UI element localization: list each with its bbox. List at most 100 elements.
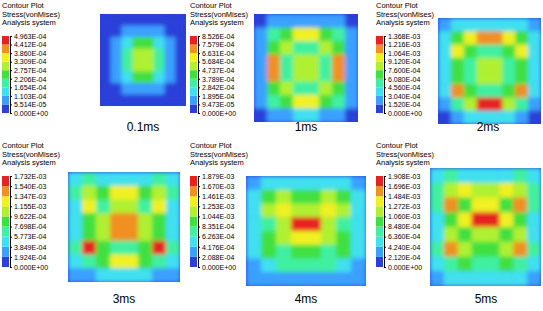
tick-label: 3.849E-04	[14, 244, 46, 251]
cell	[430, 183, 444, 198]
cell	[458, 257, 472, 272]
cell	[490, 58, 503, 72]
tick-mark	[10, 227, 12, 228]
cell	[175, 95, 186, 107]
cell	[246, 190, 262, 204]
axis-line	[11, 177, 13, 268]
tick: 8.526E-04	[198, 33, 234, 40]
cell	[175, 37, 186, 49]
cell	[332, 14, 346, 28]
cell	[513, 227, 527, 242]
cell	[291, 245, 307, 259]
color-band	[376, 227, 383, 237]
cell	[261, 204, 277, 218]
cell	[336, 272, 352, 286]
cell	[132, 72, 143, 84]
tick-mark	[384, 45, 386, 46]
cell	[166, 172, 180, 186]
color-band	[2, 206, 9, 216]
color-band	[190, 237, 197, 247]
cell	[276, 190, 292, 204]
tick: 9.622E-04	[10, 213, 46, 220]
cell	[486, 227, 500, 242]
cell	[321, 245, 337, 259]
caption: 3ms	[113, 292, 136, 306]
cell	[332, 55, 346, 69]
color-band	[190, 36, 197, 45]
cell	[515, 111, 528, 124]
tick: 3.860E-04	[10, 50, 46, 57]
cell	[306, 41, 320, 55]
cell	[332, 68, 346, 82]
cell	[458, 227, 472, 242]
cell	[464, 31, 477, 45]
cell	[154, 83, 165, 95]
cell	[110, 213, 125, 227]
cell	[486, 257, 500, 272]
cell	[280, 68, 294, 82]
color-band	[2, 227, 9, 237]
cell	[175, 14, 186, 26]
cell	[154, 14, 165, 26]
cell	[527, 198, 541, 213]
tick: 4.963E-04	[10, 33, 46, 40]
cell	[444, 212, 458, 227]
cell	[82, 255, 97, 269]
cell	[293, 41, 307, 55]
colorbar-axis: 0.000E+005.514E-051.103E-041.654E-042.20…	[10, 33, 48, 117]
cell	[444, 271, 458, 286]
cell	[291, 217, 307, 231]
cell	[451, 98, 464, 112]
cell	[68, 172, 83, 186]
cell	[499, 198, 513, 213]
cell	[472, 257, 486, 272]
tick-mark	[198, 104, 200, 105]
cell	[111, 95, 122, 107]
color-band	[2, 87, 9, 96]
color-band	[190, 206, 197, 216]
tick-mark	[384, 186, 386, 187]
cell	[124, 241, 139, 255]
tick-label: 1.670E-03	[202, 183, 234, 190]
cell	[321, 176, 337, 190]
tick: 2.842E-04	[198, 84, 234, 91]
cell	[111, 72, 122, 84]
tick-mark	[384, 216, 386, 217]
cell	[100, 37, 111, 49]
tick: 9.120E-04	[384, 58, 420, 65]
cell	[276, 217, 292, 231]
cell	[122, 83, 133, 95]
tick-mark	[10, 87, 12, 88]
tick-label: 1.060E-03	[388, 213, 420, 220]
cell	[261, 190, 277, 204]
tick: 6.080E-04	[384, 76, 420, 83]
tick: 2.088E-04	[198, 254, 234, 261]
tick-mark	[198, 36, 200, 37]
tick: 6.631E-04	[198, 50, 234, 57]
cell	[293, 55, 307, 69]
cell	[68, 241, 83, 255]
cell	[306, 217, 322, 231]
color-band	[190, 62, 197, 71]
cell	[351, 231, 366, 245]
cell	[280, 41, 294, 55]
color-band	[190, 70, 197, 79]
cell	[110, 172, 125, 186]
tick-label: 0.000E+00	[388, 110, 422, 117]
tick: 1.064E-03	[384, 50, 420, 57]
cell	[111, 37, 122, 49]
cell	[472, 198, 486, 213]
cell	[336, 245, 352, 259]
cell	[430, 212, 444, 227]
cell	[472, 212, 486, 227]
cell	[154, 37, 165, 49]
cell	[528, 71, 541, 85]
cell	[527, 271, 541, 286]
tick-mark	[10, 45, 12, 46]
cell	[100, 49, 111, 61]
tick-mark	[384, 96, 386, 97]
cell	[502, 45, 515, 59]
cell	[477, 84, 490, 98]
cell	[430, 257, 444, 272]
tick-label: 4.737E-04	[202, 67, 234, 74]
